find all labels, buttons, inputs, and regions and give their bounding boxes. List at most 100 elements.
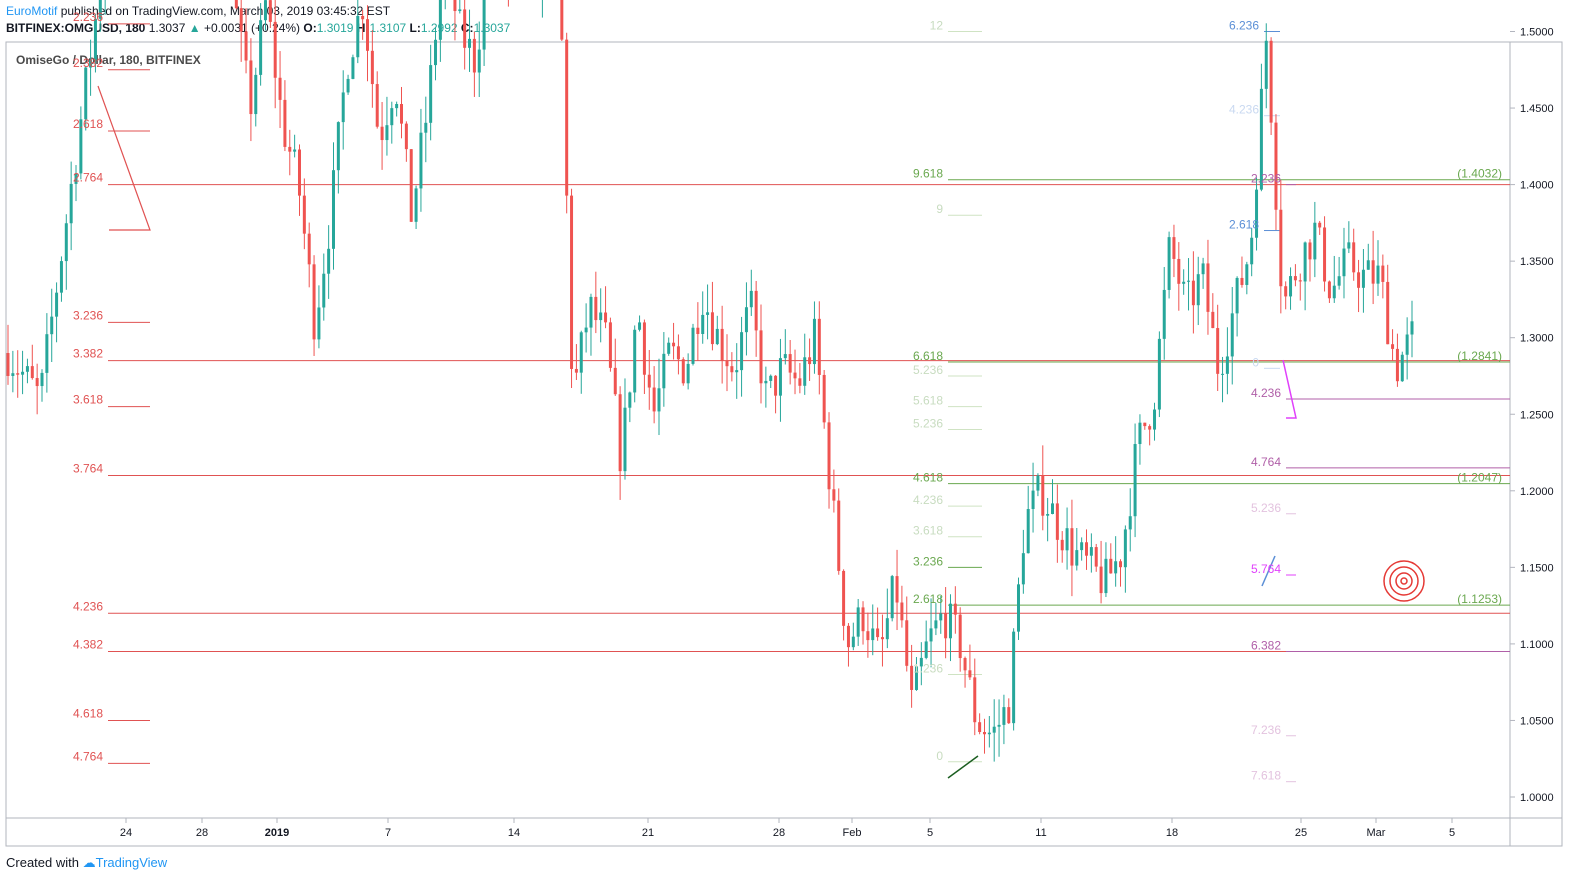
symbol: BITFINEX:OMGUSD, 180: [6, 21, 146, 35]
author-link[interactable]: EuroMotif: [6, 4, 58, 18]
candle-body: [45, 334, 49, 373]
candle-body: [273, 21, 277, 78]
candle-body: [278, 77, 282, 100]
green-fib-label: 6.618: [913, 349, 943, 363]
candle-body: [419, 132, 423, 189]
candle-body: [774, 375, 778, 396]
high-value: 1.3107: [369, 21, 407, 35]
candle-body: [963, 658, 967, 671]
candle-body: [263, 0, 267, 21]
candle-body: [356, 15, 360, 58]
candle-body: [618, 394, 622, 472]
low-label: L:: [409, 21, 421, 35]
candle-body: [876, 628, 880, 638]
candle-body: [914, 666, 918, 690]
x-axis-tick-label: 28: [773, 827, 785, 839]
green-level-value: (1.2841): [1457, 349, 1502, 363]
candle-body: [1182, 281, 1186, 284]
green-level-value: (1.2047): [1457, 471, 1502, 485]
publish-line: EuroMotif published on TradingView.com, …: [6, 4, 390, 18]
candle-body: [817, 318, 821, 375]
candle-body: [30, 366, 34, 379]
purple-fib-label: 6.382: [1251, 639, 1281, 653]
candle-body: [788, 354, 792, 373]
candle-body: [715, 328, 719, 345]
y-axis-tick-label: 1.4500: [1520, 103, 1554, 115]
purple-fib-label: 2.236: [1251, 172, 1281, 186]
candle-body: [759, 330, 763, 384]
candle-body: [978, 722, 982, 733]
candle-body: [1026, 509, 1030, 554]
candle-body: [1206, 263, 1210, 312]
candle-body: [259, 20, 263, 75]
red-fib-label: 2.764: [73, 171, 103, 185]
red-fib-label: 3.618: [73, 393, 103, 407]
green-fib-label: 2.618: [913, 592, 943, 606]
candle-body: [1284, 286, 1288, 297]
candle-body: [482, 0, 486, 50]
candle-body: [404, 123, 408, 150]
tradingview-brand[interactable]: TradingView: [95, 855, 168, 870]
candle-body: [846, 625, 850, 648]
candle-body: [1172, 237, 1176, 259]
x-axis-tick-label: Feb: [843, 827, 862, 839]
candle-body: [769, 375, 773, 381]
chart-title: OmiseGo / Dollar, 180, BITFINEX: [16, 53, 201, 67]
candle-body: [1308, 242, 1312, 260]
candle-body: [900, 602, 904, 621]
magenta-fib-anchor-triangle: [1282, 359, 1297, 419]
candle-body: [69, 183, 73, 224]
candle-body: [1337, 276, 1341, 286]
candle-body: [1094, 547, 1098, 567]
candle-body: [642, 322, 646, 375]
candle-body: [623, 407, 627, 472]
candle-body: [239, 8, 243, 32]
candle-body: [594, 296, 598, 321]
candle-body: [1138, 422, 1142, 445]
candle-body: [414, 188, 418, 222]
candle-body: [929, 628, 933, 642]
candle-body: [35, 378, 39, 387]
candle-body: [1386, 281, 1390, 345]
candle-body: [919, 657, 923, 667]
green-fib-label: 3.618: [913, 524, 943, 538]
candle-body: [1298, 280, 1302, 282]
blue-trend-line: [1261, 555, 1276, 587]
candle-body: [1221, 373, 1225, 375]
candle-body: [992, 726, 996, 733]
green-fib-label: 5.618: [913, 394, 943, 408]
candle-body: [59, 261, 63, 293]
green-fib-label: 5.236: [913, 363, 943, 377]
candle-body: [808, 357, 812, 365]
candle-body: [1230, 313, 1234, 357]
candle-body: [871, 628, 875, 641]
candle-body: [1293, 276, 1297, 281]
candle-body: [754, 290, 758, 331]
candle-body: [1002, 707, 1006, 725]
candle-body: [924, 641, 928, 658]
candle-body: [672, 342, 676, 347]
candle-body: [1021, 553, 1025, 585]
x-axis-tick-label: 25: [1295, 827, 1307, 839]
candle-body: [939, 613, 943, 621]
x-axis-tick-label: 28: [196, 827, 208, 839]
candle-body: [288, 146, 292, 152]
candle-body: [560, 0, 564, 40]
candle-body: [1157, 338, 1161, 410]
candle-body: [453, 0, 457, 12]
candle-body: [79, 119, 83, 174]
candle-body: [910, 665, 914, 690]
candle-body: [686, 363, 690, 384]
green-fib-label: 3.236: [913, 554, 943, 568]
purple-fib-label: 7.236: [1251, 723, 1281, 737]
candle-body: [1060, 539, 1064, 551]
candle-body: [468, 38, 472, 48]
blue-fib-label: 2.618: [1229, 218, 1259, 232]
candle-body: [1371, 260, 1375, 284]
candle-body: [390, 108, 394, 126]
candle-body: [1332, 285, 1336, 299]
x-axis-tick-label: 5: [927, 827, 933, 839]
candle-body: [438, 0, 442, 40]
candle-body: [370, 50, 374, 85]
